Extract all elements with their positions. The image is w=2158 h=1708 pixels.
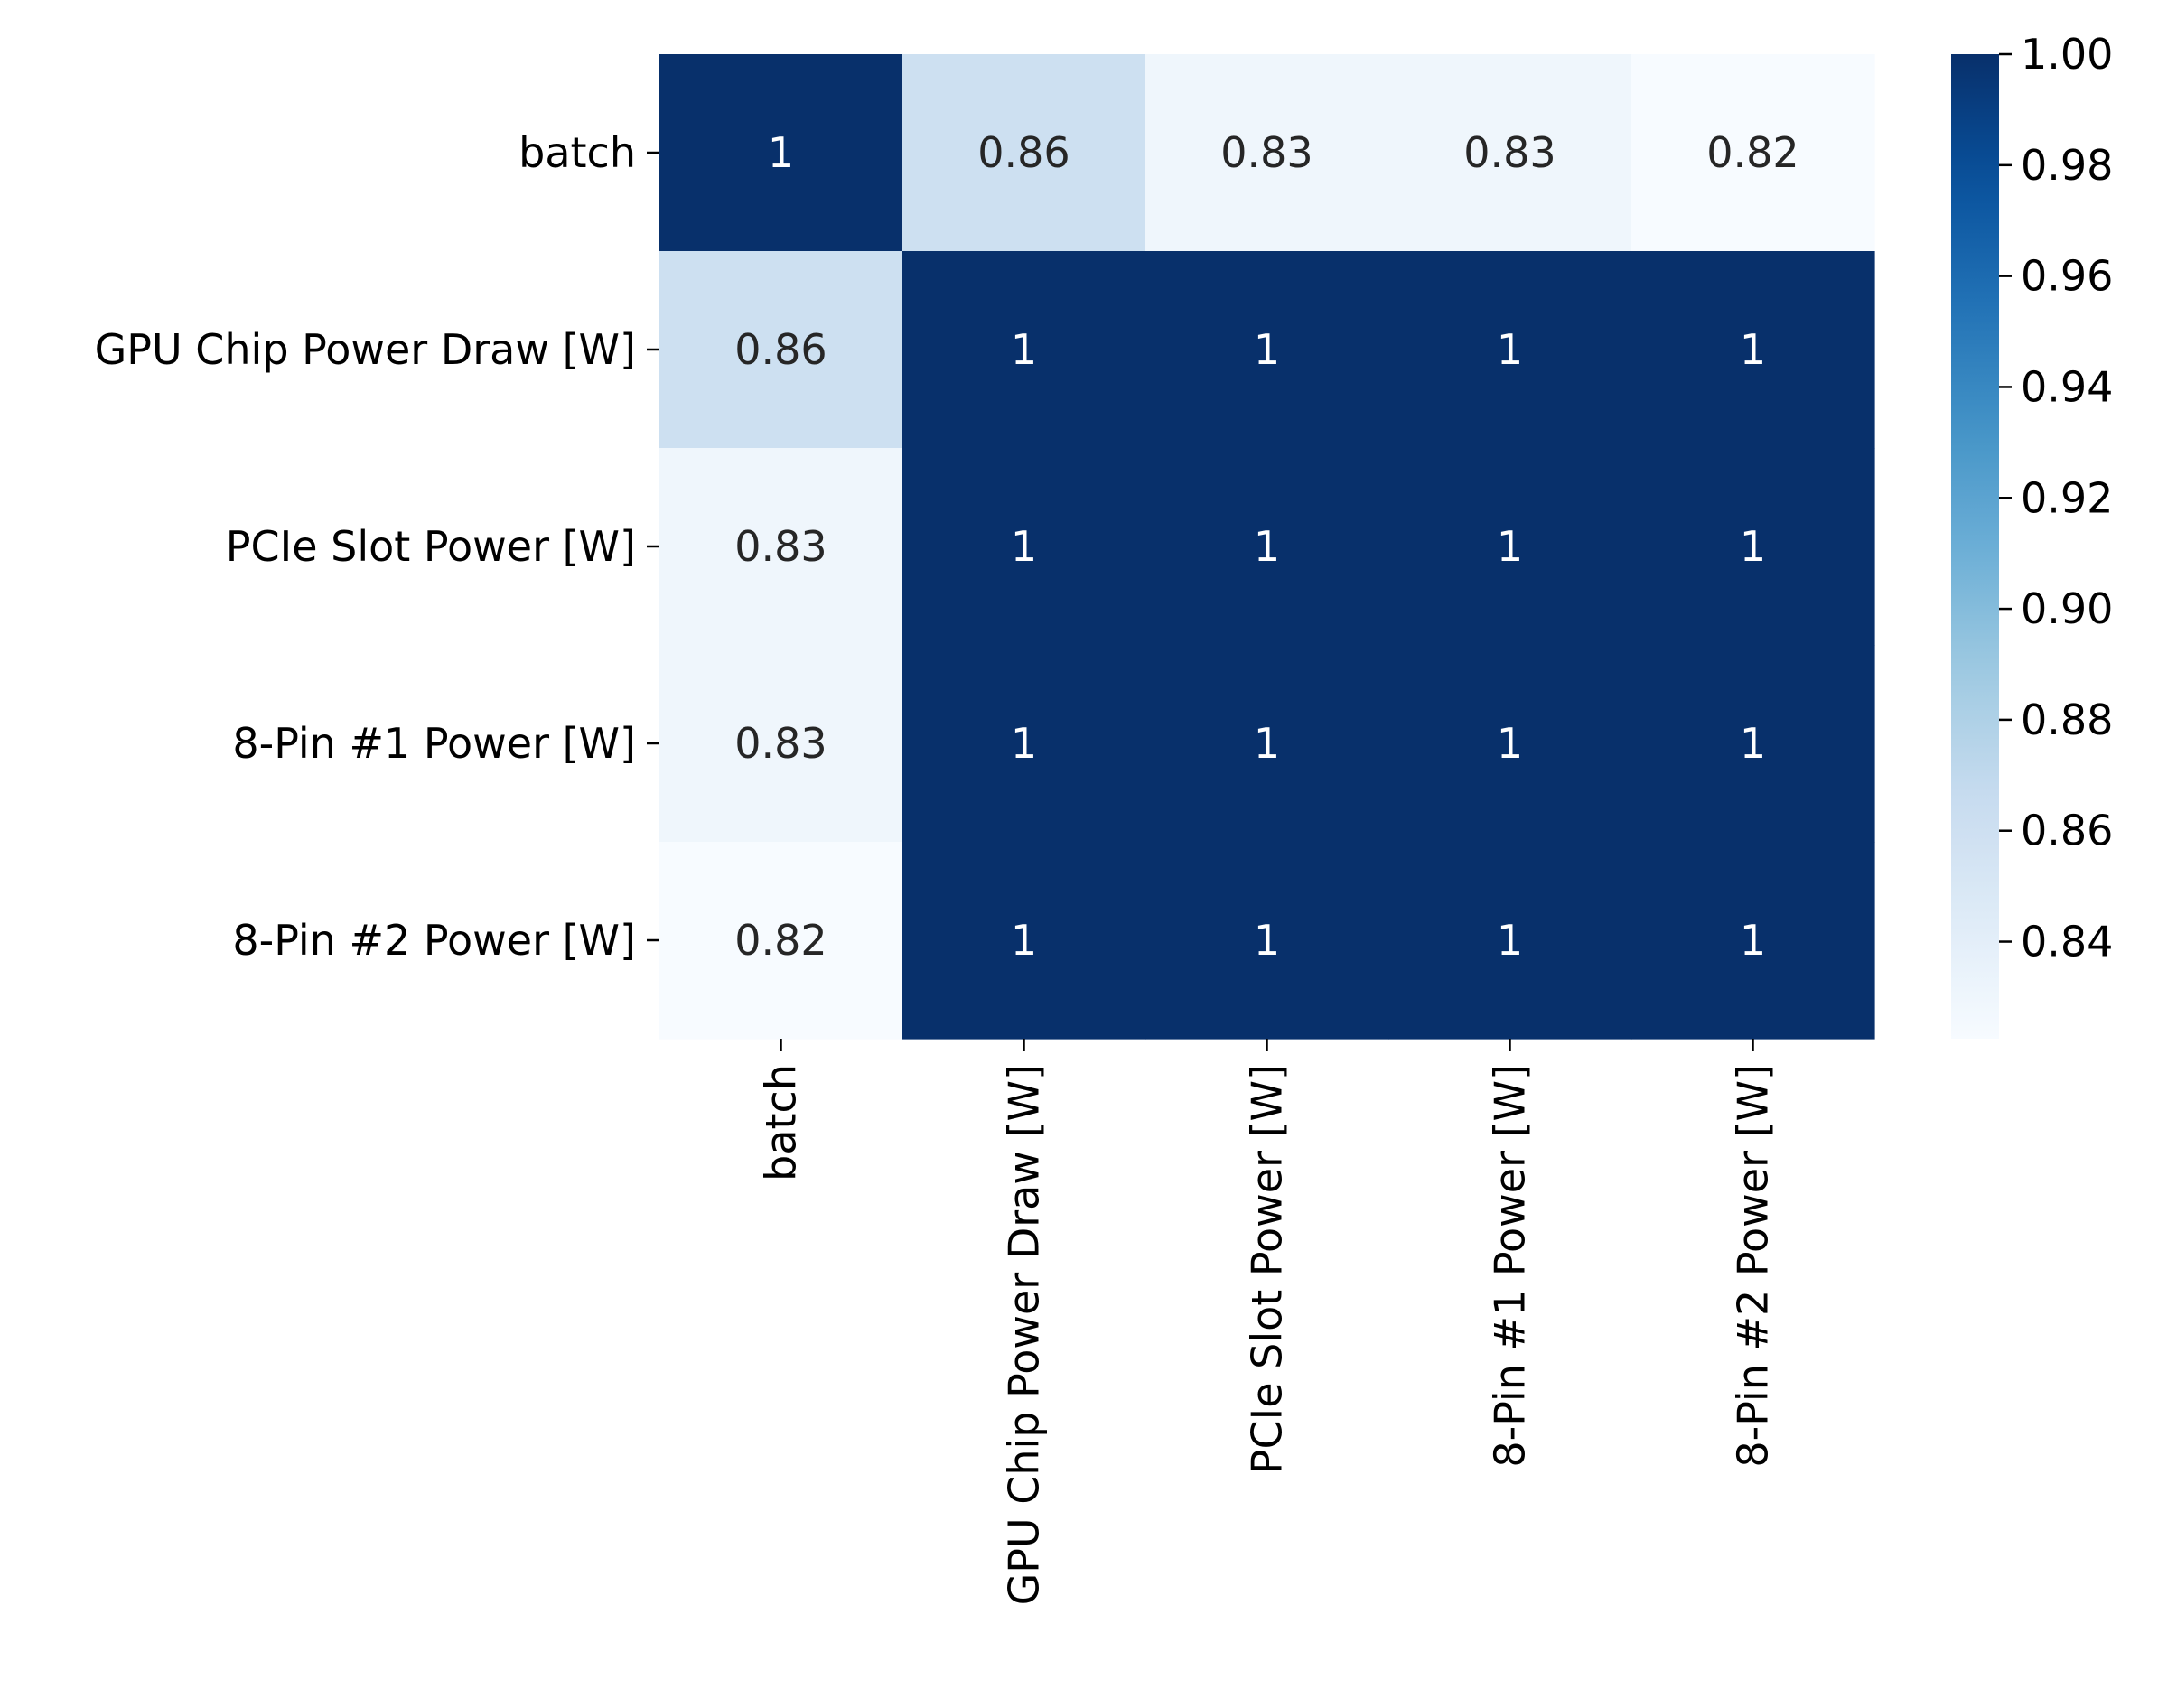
- cell-value-label: 1: [1254, 325, 1280, 374]
- cell-value-label: 1: [1497, 325, 1523, 374]
- colorbar-tick-label: 0.84: [2021, 918, 2113, 966]
- colorbar-tick-label: 0.92: [2021, 473, 2113, 522]
- cell-value-label: 1: [768, 128, 794, 177]
- cell-value-label: 0.83: [734, 522, 827, 571]
- heatmap-cell: [659, 448, 903, 646]
- heatmap-cell: [659, 842, 903, 1040]
- cell-value-label: 1: [1740, 522, 1766, 571]
- heatmap-cell: [1631, 645, 1875, 843]
- cell-annotations: 1 0.86 0.83 0.83 0.82 0.86 1 1 1 1 0.83 1 1 1 1 0.83 1 1 1…: [734, 128, 1798, 965]
- y-tick-label: 8-Pin #2 Power [W]: [232, 916, 636, 965]
- heatmap-cell: [1631, 54, 1875, 252]
- cell-value-label: 0.82: [1706, 128, 1798, 177]
- x-tick-label: GPU Chip Power Draw [W]: [1000, 1064, 1049, 1605]
- colorbar-tick-label: 0.90: [2021, 584, 2113, 633]
- heatmap-cell: [902, 251, 1146, 449]
- heatmap-cell: [1388, 54, 1632, 252]
- colorbar-tick-label: 1.00: [2021, 30, 2113, 79]
- cell-value-label: 0.83: [1463, 128, 1555, 177]
- y-tick-label: GPU Chip Power Draw [W]: [95, 325, 636, 374]
- colorbar-tick-label: 0.94: [2021, 362, 2113, 411]
- heatmap-cell: [1145, 251, 1389, 449]
- heatmap-cell: [1145, 645, 1389, 843]
- cell-value-label: 0.83: [1220, 128, 1313, 177]
- x-tick-label: 8-Pin #1 Power [W]: [1486, 1064, 1535, 1468]
- x-tick-label: 8-Pin #2 Power [W]: [1729, 1064, 1778, 1468]
- heatmap-cell: [659, 251, 903, 449]
- cell-value-label: 1: [1740, 325, 1766, 374]
- colorbar: 0.84 0.86 0.88 0.90 0.92 0.94 0.96 0.98 1.00: [1951, 30, 2113, 1039]
- heatmap-cell: [902, 448, 1146, 646]
- y-tick-label: 8-Pin #1 Power [W]: [232, 719, 636, 768]
- heatmap-cell: [1388, 842, 1632, 1040]
- colorbar-gradient: [1951, 54, 1999, 1039]
- cell-value-label: 0.83: [734, 719, 827, 768]
- colorbar-tick-label: 0.98: [2021, 141, 2113, 190]
- heatmap-cell: [1631, 251, 1875, 449]
- heatmap-cell: [1631, 842, 1875, 1040]
- heatmap-cell: [1388, 645, 1632, 843]
- cell-value-label: 1: [1254, 522, 1280, 571]
- heatmap-cell: [902, 842, 1146, 1040]
- heatmap-cell: [1631, 448, 1875, 646]
- cell-value-label: 1: [1740, 916, 1766, 965]
- cell-value-label: 1: [1011, 719, 1037, 768]
- y-axis: batch GPU Chip Power Draw [W] PCIe Slot Po…: [95, 128, 659, 965]
- colorbar-tick-label: 0.96: [2021, 252, 2113, 301]
- cell-value-label: 0.82: [734, 916, 827, 965]
- y-tick-label: batch: [518, 128, 636, 177]
- x-tick-label: batch: [757, 1064, 806, 1181]
- cell-value-label: 1: [1497, 719, 1523, 768]
- heatmap-cell: [659, 645, 903, 843]
- heatmap-cell: [1388, 251, 1632, 449]
- heatmap-cell: [902, 54, 1146, 252]
- y-tick-label: PCIe Slot Power [W]: [226, 522, 636, 571]
- cell-value-label: 1: [1011, 325, 1037, 374]
- cell-value-label: 1: [1011, 916, 1037, 965]
- x-axis: batch GPU Chip Power Draw [W] PCIe Slot Po…: [757, 1039, 1778, 1605]
- cell-value-label: 1: [1497, 916, 1523, 965]
- heatmap-cell: [659, 54, 903, 252]
- cell-value-label: 1: [1254, 916, 1280, 965]
- colorbar-tick-label: 0.88: [2021, 695, 2113, 744]
- x-tick-label: PCIe Slot Power [W]: [1243, 1064, 1292, 1474]
- heatmap-cell: [1145, 842, 1389, 1040]
- heatmap-cell: [1388, 448, 1632, 646]
- heatmap-cell: [1145, 54, 1389, 252]
- heatmap-cells: [659, 54, 1875, 1040]
- cell-value-label: 1: [1497, 522, 1523, 571]
- cell-value-label: 1: [1011, 522, 1037, 571]
- heatmap-cell: [902, 645, 1146, 843]
- colorbar-tick-label: 0.86: [2021, 807, 2113, 855]
- cell-value-label: 1: [1740, 719, 1766, 768]
- cell-value-label: 0.86: [734, 325, 827, 374]
- heatmap-cell: [1145, 448, 1389, 646]
- cell-value-label: 0.86: [977, 128, 1070, 177]
- cell-value-label: 1: [1254, 719, 1280, 768]
